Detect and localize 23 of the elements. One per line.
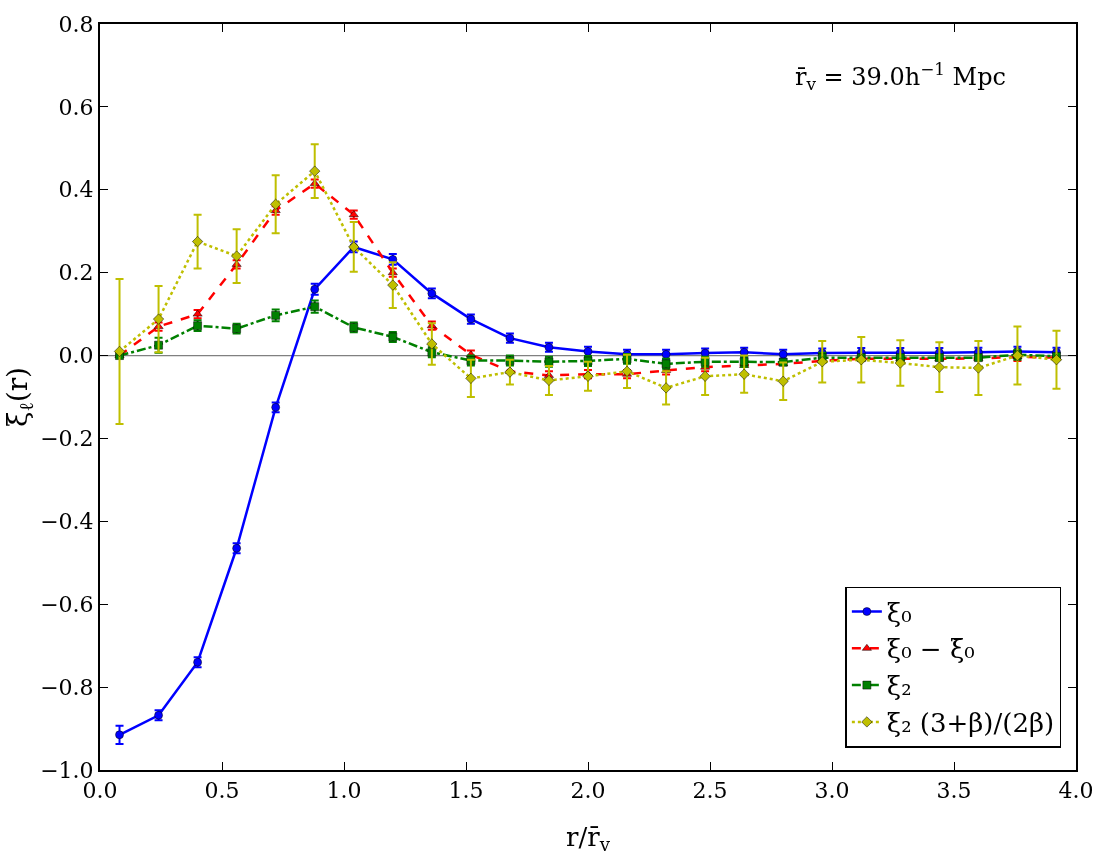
x-tick-label: 2.0 <box>570 778 606 804</box>
x-tick-label: 3.0 <box>814 778 850 804</box>
legend-label: ξ₀ − ξ̄₀ <box>886 634 975 665</box>
y-tick-label: −0.2 <box>40 426 94 452</box>
x-tick-label: 1.0 <box>326 778 362 804</box>
y-tick-label: −0.6 <box>40 591 94 617</box>
legend-label: ξ₀ <box>886 597 912 628</box>
x-tick-label: 1.5 <box>448 778 484 804</box>
x-tick-label: 2.5 <box>692 778 728 804</box>
y-tick-label: 0.0 <box>58 343 94 369</box>
x-tick-label: 4.0 <box>1058 778 1094 804</box>
x-axis-title: r/r̄$_{v}$ <box>566 821 611 855</box>
y-tick-label: 0.6 <box>58 94 94 120</box>
y-tick-label: −0.4 <box>40 509 94 535</box>
x-tick-label: 3.5 <box>936 778 972 804</box>
annotation: r̄$_{v}$ = 39.0h$^{−1}$ Mpc <box>795 59 1006 95</box>
y-tick-label: 0.8 <box>58 11 94 37</box>
y-tick-label: 0.2 <box>58 260 94 286</box>
legend-label: ξ₂ (3+β)/(2β) <box>886 708 1055 739</box>
y-tick-label: −0.8 <box>40 674 94 700</box>
x-tick-label: 0.5 <box>204 778 240 804</box>
y-tick-label: 0.4 <box>58 177 94 203</box>
legend-label: ξ₂ <box>886 671 912 702</box>
